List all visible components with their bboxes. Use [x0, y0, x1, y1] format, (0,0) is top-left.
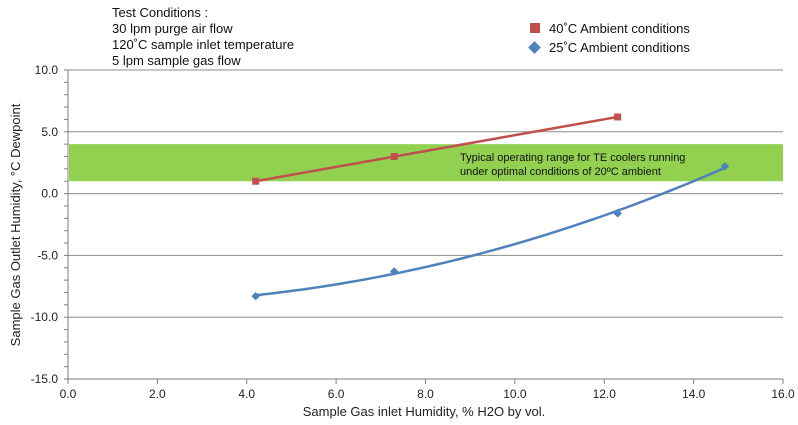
band-annotation: Typical operating range for TE coolers r…: [460, 152, 685, 178]
data-point-square: [614, 113, 622, 121]
y-axis-title: Sample Gas Outlet Humidity, °C Dewpoint: [8, 103, 23, 346]
x-tick-label: 16.0: [771, 387, 795, 401]
legend-marker-25c: [528, 41, 541, 54]
test-conditions: Test Conditions : 30 lpm purge air flow …: [112, 5, 294, 68]
x-tick-label: 8.0: [417, 387, 434, 401]
y-tick-label: 10.0: [35, 63, 59, 77]
band-label-line-2: under optimal conditions of 20ºC ambient: [460, 166, 661, 178]
band-label-line-1: Typical operating range for TE coolers r…: [460, 152, 685, 164]
data-point-square: [252, 177, 260, 185]
x-tick-label: 6.0: [328, 387, 345, 401]
y-tick-label: 5.0: [41, 125, 58, 139]
x-tick-label: 12.0: [593, 387, 617, 401]
series-line-1: [255, 166, 726, 297]
data-point-diamond: [389, 267, 399, 276]
data-point-diamond: [251, 291, 260, 301]
test-condition-gas-flow: 5 lpm sample gas flow: [112, 53, 241, 68]
y-tick-label: -10.0: [31, 310, 59, 324]
y-tick-label: -15.0: [31, 372, 59, 386]
x-tick-label: 14.0: [682, 387, 706, 401]
legend-label-25c: 25˚C Ambient conditions: [549, 40, 690, 55]
x-tick-label: 10.0: [503, 387, 527, 401]
series-line-0: [255, 115, 618, 183]
y-tick-label: -5.0: [37, 248, 58, 262]
legend: 40˚C Ambient conditions 25˚C Ambient con…: [528, 21, 690, 55]
x-tick-label: 0.0: [60, 387, 77, 401]
test-conditions-title: Test Conditions :: [112, 5, 208, 20]
legend-label-40c: 40˚C Ambient conditions: [549, 21, 690, 36]
x-axis-title: Sample Gas inlet Humidity, % H2O by vol.: [303, 404, 546, 419]
x-tick-label: 2.0: [149, 387, 166, 401]
legend-marker-40c: [530, 23, 540, 33]
y-tick-label: 0.0: [41, 187, 58, 201]
data-point-square: [390, 153, 398, 161]
test-condition-inlet-temp: 120˚C sample inlet temperature: [112, 37, 294, 52]
x-tick-label: 4.0: [238, 387, 255, 401]
test-condition-purge-flow: 30 lpm purge air flow: [112, 21, 233, 36]
